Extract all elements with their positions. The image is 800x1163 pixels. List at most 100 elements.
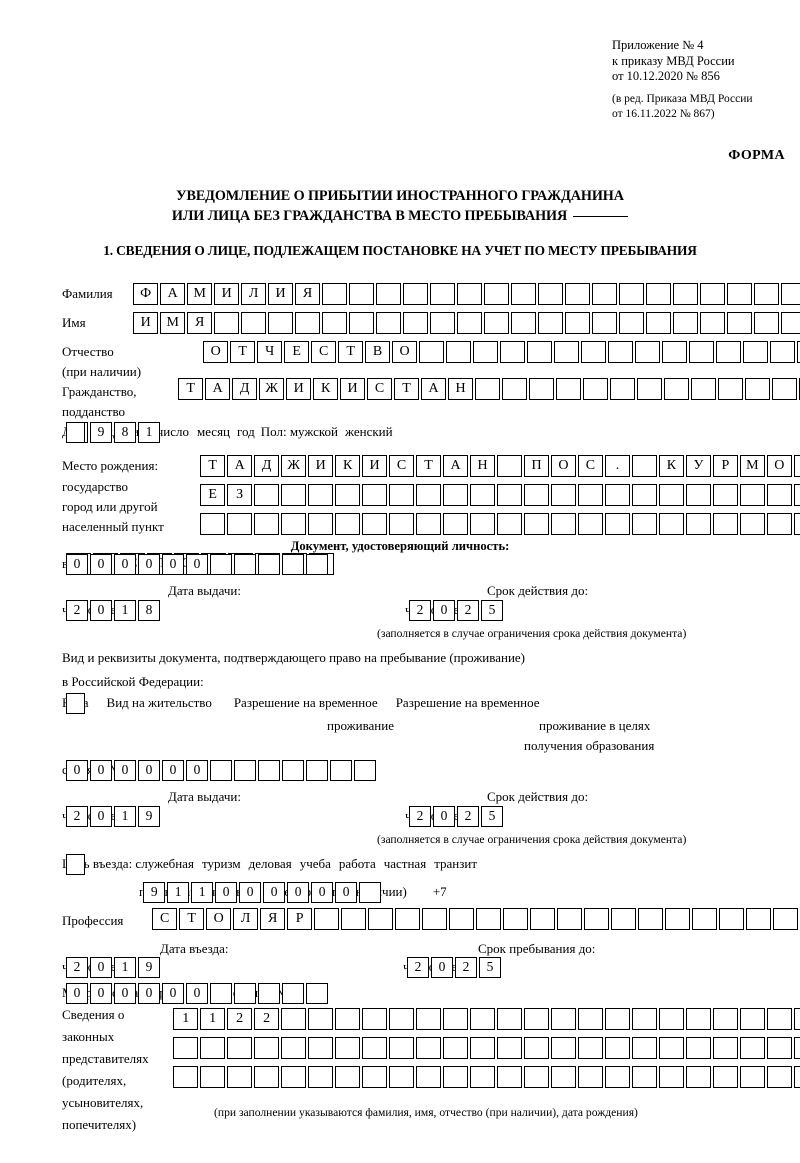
char-cell[interactable]: С [366,378,393,400]
char-cell[interactable] [537,283,564,305]
char-cell[interactable] [402,283,429,305]
char-cell[interactable]: А [204,378,231,400]
char-cell[interactable]: О [205,908,232,930]
char-cell[interactable] [240,312,267,334]
char-cell[interactable] [496,1008,523,1030]
char-cell[interactable] [375,312,402,334]
char-cell[interactable] [253,1066,280,1088]
char-cell[interactable]: О [391,341,418,363]
char-cell[interactable] [210,982,232,1004]
char-cell[interactable] [348,283,375,305]
char-cell[interactable] [634,341,661,363]
char-cell[interactable] [334,513,361,535]
char-cell[interactable]: 5 [481,599,503,621]
char-cell[interactable] [685,513,712,535]
char-cell[interactable] [658,513,685,535]
char-cell[interactable] [496,455,523,477]
char-cell[interactable] [637,908,664,930]
char-cell[interactable] [739,1008,766,1030]
char-cell[interactable] [526,341,553,363]
char-cell[interactable]: М [186,283,213,305]
char-cell[interactable]: 0 [186,759,208,781]
char-cell[interactable]: 0 [114,759,136,781]
char-cell[interactable] [766,484,793,506]
char-cell[interactable] [469,1008,496,1030]
char-cell[interactable]: 1 [166,881,190,903]
legal-rep-row-2[interactable] [173,1037,800,1059]
char-cell[interactable]: О [203,341,229,363]
char-cell[interactable] [253,513,280,535]
char-cell[interactable] [282,982,304,1004]
char-cell[interactable] [442,1037,469,1059]
char-cell[interactable]: М [739,455,766,477]
char-cell[interactable] [282,553,304,575]
char-cell[interactable]: Е [200,484,226,506]
char-cell[interactable] [267,312,294,334]
char-cell[interactable] [556,908,583,930]
char-cell[interactable] [501,378,528,400]
char-cell[interactable] [282,759,304,781]
temp-edu-checkbox[interactable] [66,692,85,714]
char-cell[interactable] [213,312,240,334]
char-cell[interactable] [523,1037,550,1059]
char-cell[interactable]: 0 [114,553,136,575]
char-cell[interactable]: Т [393,378,420,400]
char-cell[interactable] [577,484,604,506]
char-cell[interactable] [607,341,634,363]
char-cell[interactable] [388,484,415,506]
char-cell[interactable] [577,1037,604,1059]
char-cell[interactable]: 0 [90,599,112,621]
char-cell[interactable]: А [420,378,447,400]
char-cell[interactable] [173,1037,199,1059]
char-cell[interactable]: 0 [433,805,455,827]
char-cell[interactable] [672,283,699,305]
char-cell[interactable]: М [793,455,800,477]
char-cell[interactable]: К [312,378,339,400]
char-cell[interactable]: З [226,484,253,506]
char-cell[interactable] [306,553,328,575]
char-cell[interactable]: И [339,378,366,400]
char-cell[interactable] [712,1066,739,1088]
char-cell[interactable] [445,341,472,363]
char-cell[interactable] [645,283,672,305]
char-cell[interactable] [664,908,691,930]
char-cell[interactable] [583,908,610,930]
char-cell[interactable] [258,982,280,1004]
char-cell[interactable] [510,283,537,305]
char-cell[interactable]: 0 [138,759,160,781]
char-cell[interactable]: 8 [114,421,136,443]
char-cell[interactable] [577,1008,604,1030]
char-cell[interactable] [685,1037,712,1059]
char-cell[interactable] [672,312,699,334]
char-cell[interactable]: 0 [90,982,112,1004]
char-cell[interactable] [685,484,712,506]
char-cell[interactable] [658,1066,685,1088]
char-cell[interactable] [609,378,636,400]
char-cell[interactable]: К [658,455,685,477]
char-cell[interactable] [618,312,645,334]
char-cell[interactable] [496,484,523,506]
char-cell[interactable] [712,484,739,506]
char-cell[interactable] [280,1066,307,1088]
char-cell[interactable]: 0 [138,982,160,1004]
char-cell[interactable] [550,513,577,535]
char-cell[interactable]: 2 [253,1008,280,1030]
char-cell[interactable]: 9 [90,421,112,443]
char-cell[interactable]: Ф [133,283,159,305]
char-cell[interactable] [580,341,607,363]
char-cell[interactable] [361,513,388,535]
char-cell[interactable] [537,312,564,334]
char-cell[interactable] [745,908,772,930]
char-cell[interactable] [280,1037,307,1059]
char-cell[interactable] [739,1066,766,1088]
char-cell[interactable]: 2 [457,805,479,827]
char-cell[interactable]: В [364,341,391,363]
char-cell[interactable] [388,1066,415,1088]
char-cell[interactable] [631,1008,658,1030]
